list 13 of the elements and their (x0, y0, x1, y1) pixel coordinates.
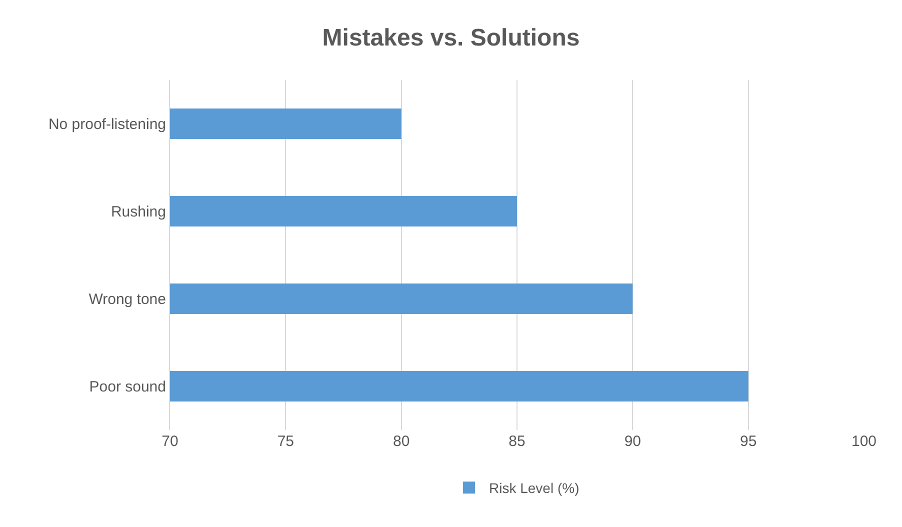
y-tick-label: Rushing (110, 204, 166, 220)
y-tick-label: No proof-listening (48, 116, 166, 133)
y-tick-label: Poor sound (89, 378, 166, 396)
x-tick-label: 75 (277, 433, 294, 450)
legend-label: Risk Level (%) (489, 480, 580, 496)
x-tick-label: 80 (392, 433, 410, 450)
chart-title: Mistakes vs. Solutions (322, 24, 580, 52)
x-tick-label: 90 (624, 433, 642, 450)
x-tick-label: 85 (508, 433, 526, 450)
x-tick-label: 100 (851, 433, 877, 450)
x-tick-label: 95 (740, 433, 757, 450)
x-tick-label: 70 (162, 433, 178, 450)
y-tick-label: Wrong tone (88, 291, 166, 308)
